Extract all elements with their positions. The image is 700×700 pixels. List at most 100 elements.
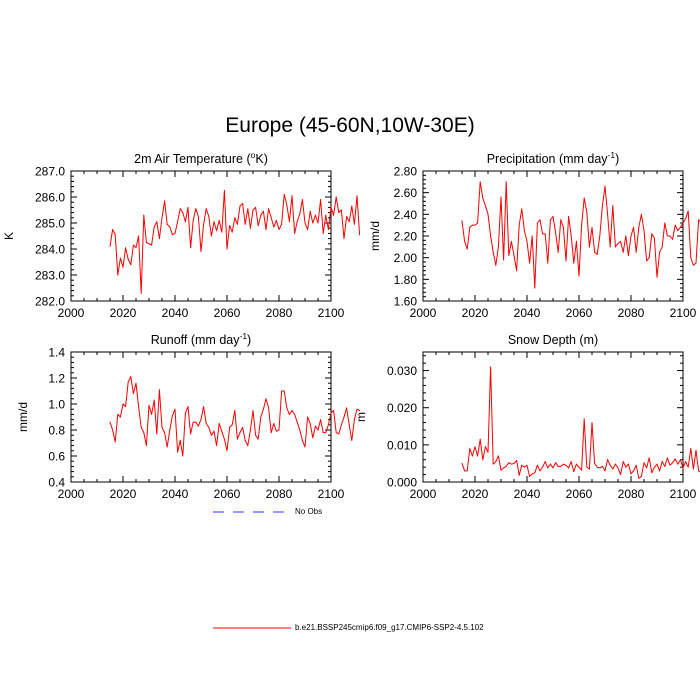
data-point [565, 260, 567, 262]
y-tick-label: 0.030 [387, 364, 417, 378]
data-point [112, 229, 114, 230]
data-point [653, 466, 655, 468]
data-point [307, 416, 309, 418]
data-point [164, 432, 166, 434]
data-point [286, 204, 288, 206]
data-point [320, 199, 322, 201]
data-point [651, 472, 653, 474]
data-point [666, 235, 668, 237]
x-tick-label: 2020 [462, 487, 489, 501]
data-point [575, 463, 577, 465]
data-point [236, 223, 238, 225]
data-point [591, 226, 593, 228]
data-point [210, 235, 212, 237]
data-point [348, 221, 350, 223]
y-axis-label: mm/d [16, 402, 30, 432]
data-point [466, 470, 468, 472]
data-point [231, 424, 233, 426]
data-point [278, 229, 280, 230]
data-point [291, 195, 293, 197]
x-tick-label: 2040 [162, 306, 189, 320]
data-point [609, 246, 611, 248]
y-axis-label: K [2, 232, 16, 240]
data-point [322, 232, 324, 234]
data-point [351, 205, 353, 207]
data-point [638, 226, 640, 228]
data-point [130, 264, 132, 266]
data-point [296, 421, 298, 423]
data-point [521, 464, 523, 466]
plot-frame [70, 170, 332, 302]
data-point [510, 240, 512, 242]
data-point [203, 223, 205, 225]
data-point [695, 262, 697, 264]
data-point [158, 238, 160, 240]
data-point [164, 200, 166, 202]
data-point [539, 470, 541, 472]
data-point [542, 233, 544, 235]
data-point [156, 221, 158, 223]
data-point [674, 224, 676, 226]
data-point [666, 457, 668, 459]
data-point [213, 430, 215, 432]
data-point [239, 432, 241, 434]
chart-snd: 2000 2020 2040 2060 2080 2100 0.000 0.010 0.020 0… [354, 333, 700, 501]
y-tick-label: 287.0 [35, 165, 65, 179]
data-point [335, 432, 337, 434]
data-point [609, 464, 611, 466]
data-point [265, 398, 267, 400]
data-point [174, 408, 176, 410]
data-point [661, 461, 663, 463]
data-point [322, 432, 324, 434]
data-point [223, 190, 225, 191]
data-point [596, 253, 598, 255]
data-point [161, 426, 163, 428]
data-point [343, 416, 345, 418]
data-point [620, 240, 622, 242]
data-point [542, 466, 544, 468]
x-tick-label: 2060 [566, 306, 593, 320]
data-point [351, 439, 353, 441]
data-point [482, 197, 484, 199]
data-point [490, 366, 492, 368]
data-point [177, 221, 179, 223]
x-tick-label: 2040 [514, 487, 541, 501]
data-point [294, 232, 296, 234]
data-point [307, 229, 309, 230]
chart-title-main: Snow Depth (m) [508, 333, 598, 347]
y-tick-label: 1.2 [48, 372, 65, 386]
data-point [599, 235, 601, 237]
y-tick-label: 2.40 [394, 208, 418, 222]
data-point [223, 438, 225, 440]
data-point [242, 203, 244, 204]
data-point [174, 232, 176, 234]
data-point [557, 465, 559, 467]
data-point [216, 445, 218, 447]
data-point [521, 208, 523, 210]
data-point [294, 413, 296, 415]
data-point [484, 205, 486, 207]
x-tick-label: 2020 [110, 306, 137, 320]
data-point [508, 255, 510, 256]
data-point [560, 465, 562, 467]
data-point [635, 464, 637, 466]
data-point [659, 251, 661, 253]
data-point [461, 462, 463, 464]
data-point [304, 222, 306, 224]
chart-title-sup: o [251, 150, 256, 160]
data-point [646, 467, 648, 469]
data-point [614, 463, 616, 465]
y-tick-label: 1.4 [48, 346, 65, 360]
data-point [607, 459, 609, 461]
y-tick-label: 282.0 [35, 295, 65, 309]
data-point [513, 462, 515, 464]
data-point [531, 473, 533, 475]
y-tick-label: 284.0 [35, 243, 65, 257]
data-point [638, 477, 640, 479]
data-point [216, 230, 218, 232]
data-point [203, 406, 205, 408]
data-point [125, 406, 127, 408]
y-tick-label: 0.010 [387, 438, 417, 452]
data-point [270, 217, 272, 219]
data-point [187, 206, 189, 208]
